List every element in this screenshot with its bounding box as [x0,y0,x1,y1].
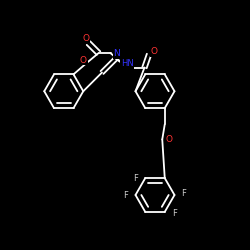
Text: F: F [124,190,128,200]
Text: F: F [182,188,186,198]
Text: F: F [133,174,138,182]
Text: O: O [80,56,87,64]
Text: O: O [82,34,89,42]
Text: O: O [150,47,158,56]
Text: F: F [172,209,177,218]
Text: HN: HN [120,59,134,68]
Text: O: O [165,135,172,144]
Text: N: N [114,49,120,58]
